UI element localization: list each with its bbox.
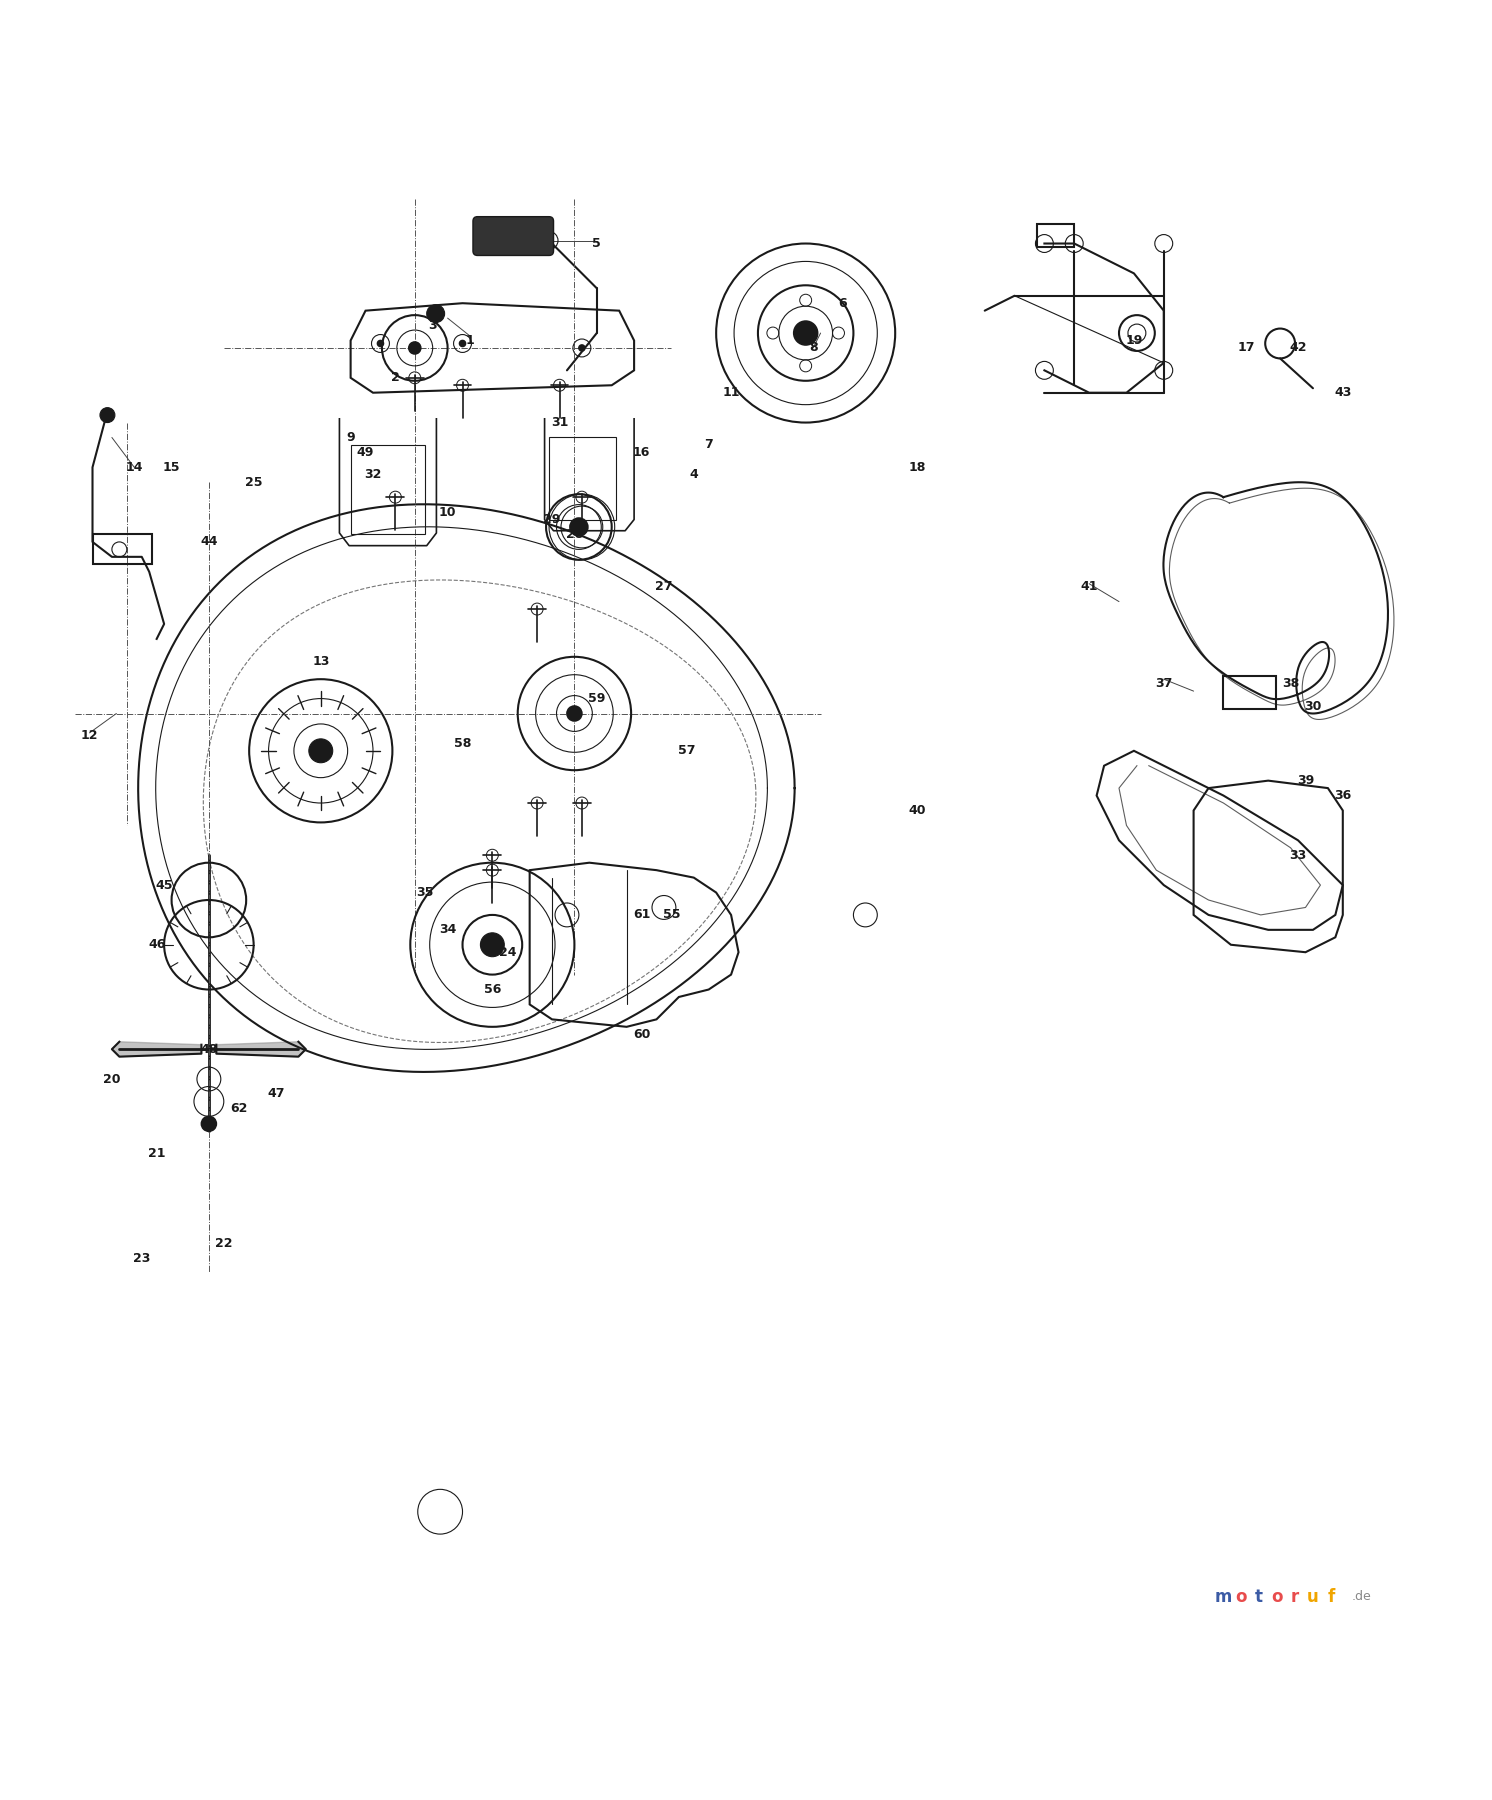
Text: 62: 62 [230, 1102, 248, 1116]
Text: 41: 41 [1080, 580, 1098, 594]
Text: 56: 56 [483, 983, 501, 995]
Text: 1: 1 [466, 335, 474, 347]
Text: 2: 2 [391, 371, 400, 385]
Text: 17: 17 [1237, 342, 1255, 355]
Text: 16: 16 [633, 446, 651, 459]
Text: 49: 49 [357, 446, 374, 459]
Text: 59: 59 [588, 691, 606, 706]
Circle shape [100, 407, 115, 423]
Text: t: t [1255, 1588, 1264, 1606]
Text: o: o [1271, 1588, 1283, 1606]
Text: 13: 13 [312, 655, 330, 668]
Text: 61: 61 [633, 909, 651, 922]
Text: 6: 6 [839, 297, 847, 310]
Bar [1037, 225, 1074, 247]
Polygon shape [216, 1042, 306, 1057]
Circle shape [460, 340, 466, 346]
Bar [549, 437, 616, 520]
Circle shape [409, 342, 421, 355]
Text: 7: 7 [704, 439, 713, 452]
Text: 14: 14 [125, 461, 143, 473]
Text: 21: 21 [148, 1147, 166, 1161]
Bar [93, 535, 152, 565]
Bar [1223, 677, 1276, 709]
Text: 43: 43 [1334, 387, 1352, 400]
Text: 48: 48 [200, 1042, 218, 1055]
Text: 36: 36 [1334, 788, 1352, 803]
Circle shape [570, 518, 588, 536]
Text: 35: 35 [416, 886, 434, 898]
Text: 37: 37 [1155, 677, 1173, 689]
Text: u: u [1307, 1588, 1319, 1606]
Text: 33: 33 [1289, 850, 1307, 862]
Text: 31: 31 [551, 416, 568, 428]
Text: f: f [1328, 1588, 1334, 1606]
Polygon shape [112, 1042, 201, 1057]
Text: 11: 11 [722, 387, 740, 400]
Circle shape [567, 706, 582, 722]
Circle shape [480, 932, 504, 956]
Text: 23: 23 [133, 1251, 151, 1265]
Text: m: m [1214, 1588, 1232, 1606]
FancyBboxPatch shape [473, 216, 554, 256]
Text: 29: 29 [543, 513, 561, 526]
Text: 38: 38 [1282, 677, 1300, 689]
Circle shape [427, 304, 445, 322]
Text: 3: 3 [428, 319, 437, 331]
Text: 46: 46 [148, 938, 166, 950]
Text: 58: 58 [454, 736, 471, 751]
Bar [351, 445, 425, 535]
Text: 18: 18 [909, 461, 927, 473]
Text: o: o [1235, 1588, 1247, 1606]
Text: 12: 12 [81, 729, 98, 742]
Text: 57: 57 [677, 745, 695, 758]
Text: 27: 27 [655, 580, 673, 594]
Text: 40: 40 [909, 805, 927, 817]
Circle shape [579, 346, 585, 351]
Text: 47: 47 [267, 1087, 285, 1100]
Text: 55: 55 [662, 909, 680, 922]
Circle shape [201, 1116, 216, 1130]
Text: 60: 60 [633, 1028, 651, 1040]
Text: 32: 32 [364, 468, 382, 481]
Text: 8: 8 [809, 342, 818, 355]
Text: 19: 19 [1125, 335, 1143, 347]
Text: 9: 9 [346, 430, 355, 445]
Text: r: r [1291, 1588, 1300, 1606]
Text: 5: 5 [592, 238, 601, 250]
Text: 4: 4 [689, 468, 698, 481]
Text: 45: 45 [155, 878, 173, 891]
Circle shape [794, 320, 818, 346]
Text: 39: 39 [1297, 774, 1314, 787]
Circle shape [309, 738, 333, 763]
Circle shape [377, 340, 383, 346]
Text: 42: 42 [1289, 342, 1307, 355]
Text: 44: 44 [200, 535, 218, 549]
Text: 20: 20 [103, 1073, 121, 1085]
Text: 22: 22 [215, 1237, 233, 1249]
Text: 15: 15 [163, 461, 181, 473]
Text: 30: 30 [1304, 700, 1322, 713]
Text: 24: 24 [498, 945, 516, 959]
Text: 34: 34 [439, 923, 457, 936]
Text: 10: 10 [439, 506, 457, 518]
Text: .de: .de [1352, 1589, 1371, 1604]
Text: 25: 25 [245, 475, 263, 490]
Text: 28: 28 [565, 527, 583, 542]
